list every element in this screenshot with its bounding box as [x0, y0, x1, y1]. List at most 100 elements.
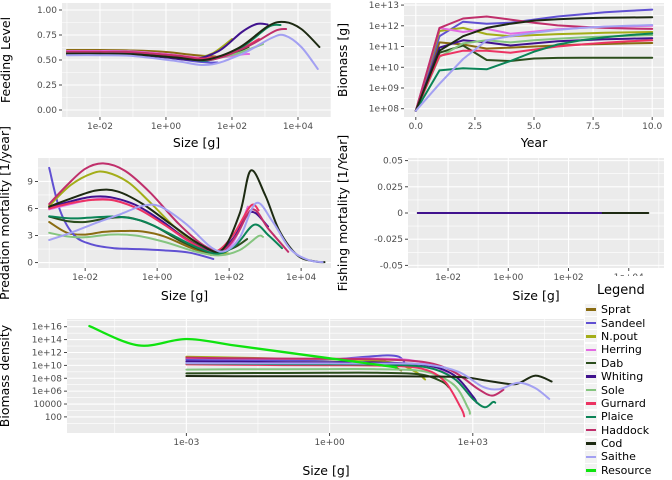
series-line-plaice — [414, 32, 654, 112]
x-tick-label: 1e+00 — [142, 273, 173, 283]
x-tick-label: 1e-02 — [435, 273, 461, 283]
y-tick-label: 6 — [27, 204, 33, 214]
y-tick-label: 9 — [27, 177, 33, 187]
y-tick-label: 0.05 — [383, 157, 403, 167]
x-tick-label: 1e+00 — [314, 438, 345, 448]
x-tick-label: 1e+00 — [151, 122, 182, 132]
series-line-sprat — [414, 41, 654, 112]
y-tick-label: 0.025 — [377, 183, 403, 193]
series-line-cod — [185, 374, 553, 386]
legend-key-line-icon — [586, 402, 596, 405]
series-line-cod — [414, 16, 654, 112]
legend-key-line-icon — [586, 455, 596, 459]
legend-entry-label: Sprat — [601, 303, 631, 317]
y-tick-label: 0.75 — [37, 31, 57, 41]
predation-y-axis-title: Predation mortality [1/year] — [0, 126, 12, 300]
x-tick-label: 1e+03 — [458, 438, 488, 448]
x-tick-label: 5.0 — [527, 122, 542, 132]
predation-x-axis-title: Size [g] — [161, 288, 208, 303]
predation-series-group — [48, 162, 326, 264]
legend-key-line-icon — [586, 415, 596, 418]
legend-key-swatch — [585, 424, 597, 437]
y-tick-label: 0.50 — [37, 56, 57, 66]
legend-entry-label: Cod — [601, 437, 623, 451]
legend-key-line-icon — [586, 429, 596, 432]
x-tick-label: 1e-02 — [87, 122, 113, 132]
series-line-haddock — [414, 15, 654, 112]
y-tick-label: 1e+12 — [369, 22, 399, 32]
fishing-x-axis-title: Size [g] — [512, 288, 559, 303]
y-tick-label: 1e+06 — [32, 387, 63, 397]
legend-entry-label: Dab — [601, 356, 624, 370]
legend-key-swatch — [585, 410, 597, 423]
legend-key-swatch — [585, 357, 597, 370]
legend-item: Gurnard — [584, 397, 672, 410]
legend-key-swatch — [585, 437, 597, 450]
x-tick-label: 1e+02 — [214, 273, 244, 283]
x-tick-label: 1e-02 — [72, 273, 98, 283]
legend-entry-label: Herring — [601, 343, 642, 357]
legend-key-swatch — [585, 384, 597, 397]
y-tick-label: 1e+16 — [32, 323, 63, 333]
legend-items: Sprat Sandeel N.pout Herring Dab Whiting Sole G… — [584, 303, 672, 477]
y-tick-label: 0.25 — [37, 81, 57, 91]
legend-item: Plaice — [584, 410, 672, 423]
fishing-plot-svg: 1e-021e+001e+021e+04-0.05-0.02500.0250.0… — [335, 135, 664, 303]
y-tick-label: 0.00 — [37, 106, 57, 116]
y-tick-label: 10000 — [33, 400, 62, 410]
y-tick-label: 0 — [397, 209, 403, 219]
density-y-axis-title: Biomass density — [0, 324, 12, 427]
legend-entry-label: N.pout — [601, 329, 638, 343]
legend-key-swatch — [585, 370, 597, 383]
legend-item: Haddock — [584, 424, 672, 437]
series-line-resource — [88, 324, 398, 369]
y-tick-label: 1e+10 — [32, 361, 63, 371]
legend-entry-label: Resource — [601, 463, 652, 477]
density-plot-svg: 1e-03 1e+00 1e+03 100 10000 1e+06 1e+08 1e+10 1e… — [0, 319, 585, 478]
legend-entry-label: Haddock — [601, 423, 650, 437]
y-tick-label: 1e+12 — [32, 348, 62, 358]
series-line-gurnard — [48, 198, 260, 254]
y-tick-label: 1e+08 — [32, 374, 63, 384]
legend-key-line-icon — [586, 321, 596, 325]
legend-key-line-icon — [586, 348, 596, 352]
y-tick-label: 1e+14 — [32, 336, 63, 346]
legend-key-line-icon — [586, 388, 596, 392]
legend-item: Whiting — [584, 370, 672, 383]
x-tick-label: 10.0 — [642, 122, 662, 132]
legend-entry-label: Gurnard — [601, 396, 646, 410]
x-tick-label: 1e+04 — [286, 273, 317, 283]
legend-key-swatch — [585, 464, 597, 477]
legend-item: Cod — [584, 437, 672, 450]
legend-title: Legend — [597, 283, 645, 298]
density-x-axis-title: Size [g] — [302, 463, 349, 478]
y-tick-label: 1e+11 — [369, 43, 399, 53]
y-tick-label: 1e+10 — [369, 63, 400, 73]
y-tick-label: 1e+09 — [369, 84, 400, 94]
x-tick-label: 1e+02 — [217, 122, 247, 132]
series-line-sandeel — [48, 166, 215, 260]
series-line-npout — [414, 26, 654, 112]
predation-mortality-chart: 1e-02 1e+00 1e+02 1e+04 0 3 6 9 Size [g] Predatio… — [0, 126, 336, 305]
biomass-by-year-chart: 0.0 2.5 5.0 7.5 10.0 1e+08 1e+09 1e+10 1e+11 1e+1… — [335, 0, 672, 152]
fishing-mortality-chart: 1e-021e+001e+021e+04-0.05-0.02500.0250.0… — [335, 135, 672, 305]
series-line-cod — [66, 20, 321, 62]
series-line-saithe — [48, 201, 324, 264]
biomass-x-axis-title: Year — [520, 135, 548, 150]
series-line-haddock — [66, 28, 288, 61]
feeding-x-axis-title: Size [g] — [173, 135, 220, 150]
feeding-y-axis-title: Feeding Level — [0, 17, 13, 103]
legend-key-line-icon — [586, 308, 596, 311]
x-tick-label: 0.0 — [409, 122, 424, 132]
y-tick-label: 1e+08 — [369, 105, 400, 115]
legend-entry-label: Sandeel — [601, 316, 646, 330]
biomass-plot-svg: 0.0 2.5 5.0 7.5 10.0 1e+08 1e+09 1e+10 1e+11 1e+1… — [335, 1, 664, 150]
legend-entry-label: Whiting — [601, 370, 644, 384]
legend-key-line-icon — [586, 362, 596, 365]
legend-panel: Legend Sprat Sandeel N.pout Herring Dab Whiti… — [584, 276, 672, 480]
y-tick-label: -0.05 — [380, 261, 403, 271]
feeding-series-group — [66, 20, 321, 70]
y-tick-label: 3 — [27, 232, 33, 242]
legend-key-swatch — [585, 397, 597, 410]
